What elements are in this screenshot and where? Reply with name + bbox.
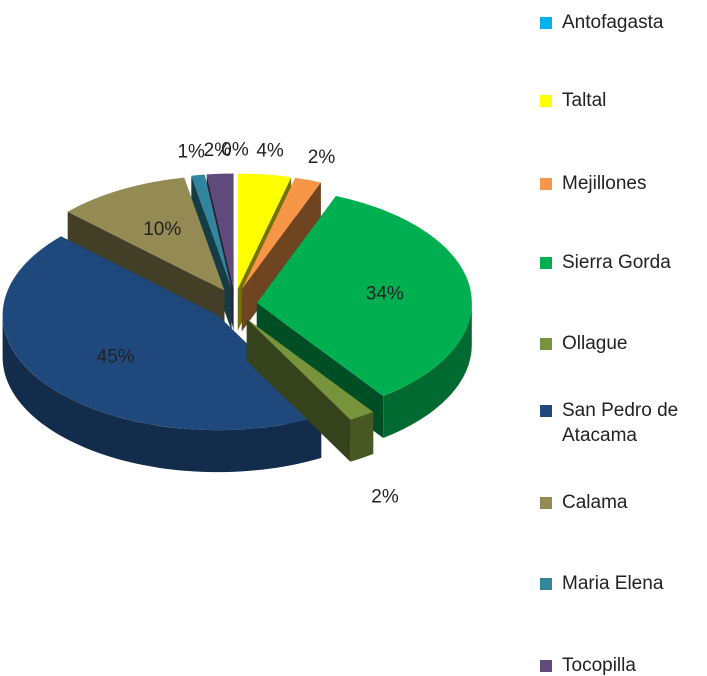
legend-swatch	[540, 338, 552, 350]
slice-wall	[383, 302, 472, 438]
legend-swatch	[540, 405, 552, 417]
data-label: 2%	[371, 486, 399, 507]
data-label: 2%	[308, 147, 336, 168]
slice	[191, 174, 232, 289]
legend-item: Taltal	[540, 88, 705, 113]
legend-item: Antofagasta	[540, 10, 705, 35]
legend-label: San Pedro de Atacama	[562, 400, 679, 446]
slice	[237, 173, 292, 289]
pie-area: 0% 4% 2%34%2%45%10%1%2%	[2, 140, 472, 507]
legend-label: Tocopilla	[562, 655, 636, 676]
legend-label: Calama	[562, 492, 628, 513]
legend-swatch	[540, 178, 552, 190]
legend-label: Mejillones	[562, 173, 647, 194]
slice	[256, 196, 472, 396]
data-label: 10%	[143, 219, 181, 240]
legend-item: Mejillones	[540, 171, 705, 196]
slice	[2, 236, 322, 431]
data-label: 4%	[256, 141, 284, 162]
legend-item: Maria Elena	[540, 571, 705, 596]
legend-swatch	[540, 660, 552, 672]
slice	[67, 177, 225, 291]
slice-side	[246, 318, 351, 462]
slice	[241, 177, 321, 290]
legend-label: Ollague	[562, 333, 628, 354]
legend-label: Taltal	[562, 90, 607, 111]
legend-label: Sierra Gorda	[562, 252, 671, 273]
data-label: 45%	[97, 346, 135, 367]
slice	[206, 173, 234, 289]
data-label: 34%	[366, 283, 404, 304]
legend-swatch	[540, 95, 552, 107]
legend-item: Sierra Gorda	[540, 250, 705, 275]
legend-swatch	[540, 578, 552, 590]
legend-item: Tocopilla	[540, 653, 705, 676]
data-label: 0%	[221, 140, 249, 161]
slice-side	[241, 182, 321, 332]
legend-label: Antofagasta	[562, 12, 664, 33]
slice	[246, 318, 374, 420]
data-label: 2%	[204, 140, 232, 161]
legend-item: Ollague	[540, 331, 705, 356]
slice-wall	[350, 412, 374, 462]
legend-item: San Pedro de Atacama	[540, 398, 705, 448]
data-label: 1%	[177, 141, 205, 162]
legend-label: Maria Elena	[562, 573, 664, 594]
legend-swatch	[540, 497, 552, 509]
legend-swatch	[540, 17, 552, 29]
slice-wall	[2, 315, 322, 473]
legend-item: Calama	[540, 490, 705, 515]
legend-swatch	[540, 257, 552, 269]
